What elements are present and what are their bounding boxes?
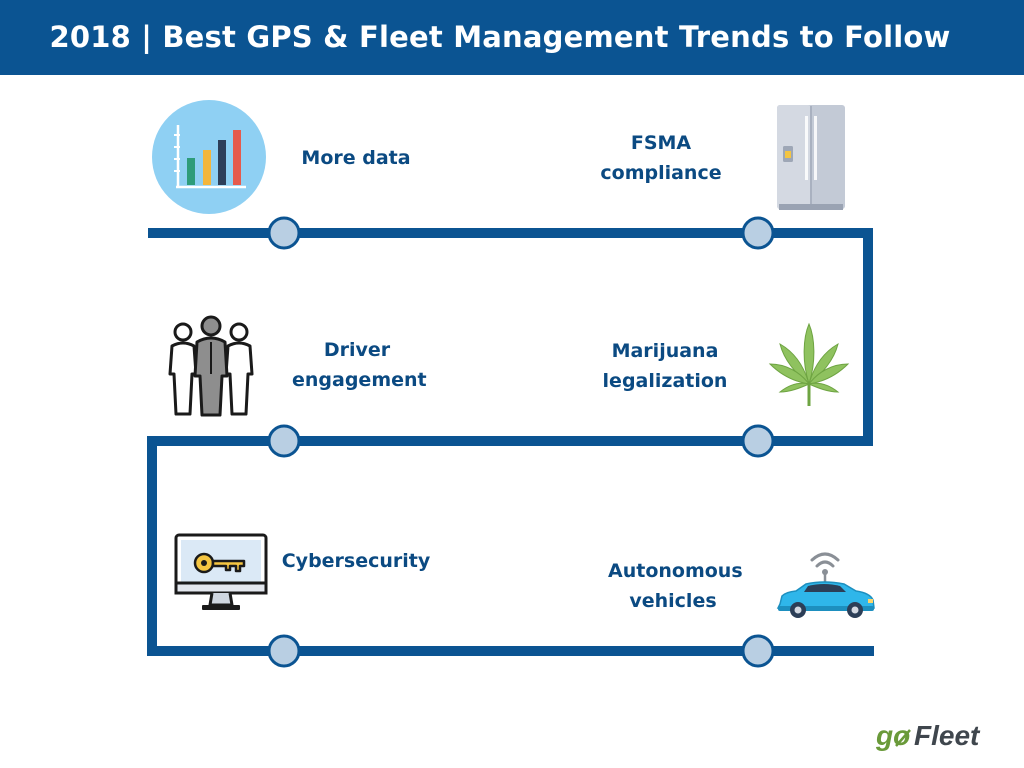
trend-label-cybersecurity: Cybersecurity: [281, 550, 431, 572]
people-icon: [168, 315, 254, 417]
timeline-node: [741, 424, 775, 458]
connected-car-icon: [776, 552, 875, 618]
title-banner: 2018 | Best GPS & Fleet Management Trend…: [0, 0, 1024, 75]
monitor-key-icon: [174, 533, 268, 610]
svg-text:Fleet: Fleet: [914, 720, 981, 751]
trend-label-driver-engagement: Driver engagement: [292, 339, 427, 391]
timeline-node: [267, 216, 301, 250]
trend-label-more-data: More data: [301, 147, 411, 169]
timeline-node: [267, 634, 301, 668]
trend-label-marijuana: Marijuana legalization: [602, 340, 728, 392]
page-title: 2018 | Best GPS & Fleet Management Trend…: [49, 20, 951, 54]
trend-label-fsma: FSMA compliance: [600, 132, 722, 184]
bar-chart-icon: [152, 100, 266, 214]
cannabis-leaf-icon: [768, 322, 850, 406]
gofleet-logo: go Fleet: [875, 720, 981, 751]
refrigerator-icon: [777, 105, 845, 210]
timeline-node: [741, 216, 775, 250]
trend-label-autonomous: Autonomous vehicles: [608, 560, 743, 612]
timeline-node: [741, 634, 775, 668]
timeline-node: [267, 424, 301, 458]
